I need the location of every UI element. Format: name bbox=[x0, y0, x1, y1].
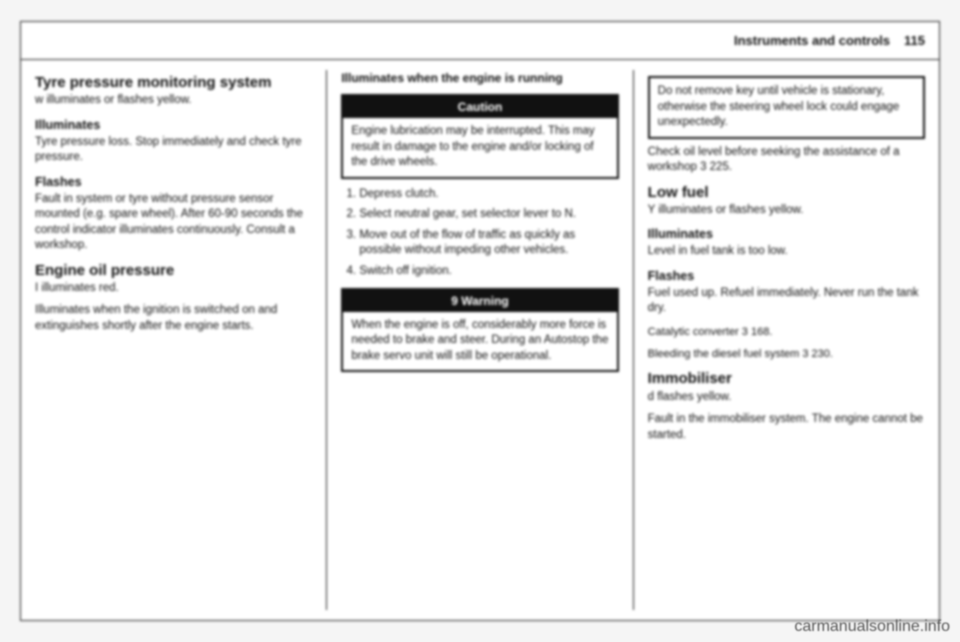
tpms-illuminates-heading: Illuminates bbox=[35, 117, 312, 134]
watermark-text: carmanualsonline.info bbox=[794, 618, 950, 636]
low-fuel-illuminates-heading: Illuminates bbox=[648, 226, 925, 243]
step-3: Move out of the flow of traffic as quick… bbox=[359, 228, 618, 259]
column-1: Tyre pressure monitoring system w illumi… bbox=[21, 70, 327, 610]
tpms-flashes-heading: Flashes bbox=[35, 174, 312, 191]
caution-box: Caution Engine lubrication may be interr… bbox=[341, 94, 618, 179]
engine-running-heading: Illuminates when the engine is running bbox=[341, 70, 618, 86]
tpms-indicator: w illuminates or flashes yellow. bbox=[35, 93, 312, 109]
manual-page: Instruments and controls 115 Tyre pressu… bbox=[20, 21, 940, 621]
low-fuel-illuminates-text: Level in fuel tank is too low. bbox=[648, 244, 925, 260]
procedure-steps: Depress clutch. Select neutral gear, set… bbox=[341, 187, 618, 280]
low-fuel-flashes-text: Fuel used up. Refuel immediately. Never … bbox=[648, 286, 925, 317]
page-body: Tyre pressure monitoring system w illumi… bbox=[21, 60, 939, 620]
bleed-ref: Bleeding the diesel fuel system 3 230. bbox=[648, 347, 925, 362]
step-2: Select neutral gear, set selector lever … bbox=[359, 207, 618, 223]
oil-pressure-indicator: I illuminates red. bbox=[35, 281, 312, 297]
oil-pressure-heading: Engine oil pressure bbox=[35, 262, 312, 279]
key-warning-box: Do not remove key until vehicle is stati… bbox=[648, 76, 925, 139]
column-3: Do not remove key until vehicle is stati… bbox=[634, 70, 939, 610]
low-fuel-heading: Low fuel bbox=[648, 184, 925, 201]
tpms-flashes-text: Fault in system or tyre without pressure… bbox=[35, 192, 312, 254]
step-1: Depress clutch. bbox=[359, 187, 618, 203]
low-fuel-flashes-heading: Flashes bbox=[648, 268, 925, 285]
step-4: Switch off ignition. bbox=[359, 264, 618, 280]
catalytic-ref: Catalytic converter 3 168. bbox=[648, 325, 925, 340]
caution-text: Engine lubrication may be interrupted. T… bbox=[343, 118, 616, 177]
oil-check-text: Check oil level before seeking the assis… bbox=[648, 145, 925, 176]
low-fuel-indicator: Y illuminates or flashes yellow. bbox=[648, 203, 925, 219]
oil-pressure-text: Illuminates when the ignition is switche… bbox=[35, 303, 312, 334]
tpms-illuminates-text: Tyre pressure loss. Stop immediately and… bbox=[35, 135, 312, 166]
column-2: Illuminates when the engine is running C… bbox=[327, 70, 633, 610]
immobiliser-text: Fault in the immobiliser system. The eng… bbox=[648, 412, 925, 443]
page-header: Instruments and controls 115 bbox=[21, 22, 939, 60]
header-chapter: Instruments and controls bbox=[734, 33, 890, 48]
immobiliser-heading: Immobiliser bbox=[648, 370, 925, 387]
tpms-heading: Tyre pressure monitoring system bbox=[35, 74, 312, 91]
caution-label: Caution bbox=[343, 96, 616, 118]
warning-box: 9 Warning When the engine is off, consid… bbox=[341, 288, 618, 373]
header-page-number: 115 bbox=[904, 33, 925, 48]
warning-label: 9 Warning bbox=[343, 290, 616, 312]
warning-text: When the engine is off, considerably mor… bbox=[343, 312, 616, 371]
immobiliser-indicator: d flashes yellow. bbox=[648, 390, 925, 406]
